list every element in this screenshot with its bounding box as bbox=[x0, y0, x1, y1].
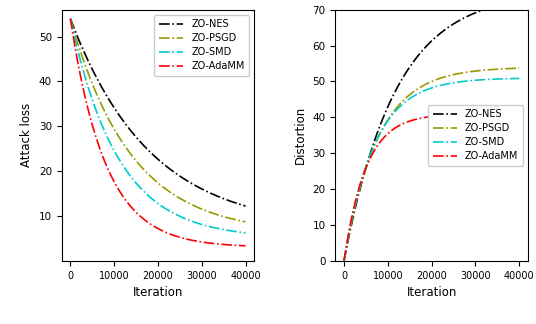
ZO-NES bbox=[67, 17, 73, 21]
ZO-NES bbox=[350, 216, 356, 220]
ZO-PSGD bbox=[148, 175, 154, 179]
ZO-PSGD bbox=[67, 17, 73, 21]
Line: ZO-AdaMM: ZO-AdaMM bbox=[70, 19, 245, 246]
ZO-SMD bbox=[511, 76, 517, 80]
ZO-SMD bbox=[205, 224, 212, 228]
Line: ZO-SMD: ZO-SMD bbox=[344, 78, 519, 261]
ZO-AdaMM bbox=[148, 223, 154, 226]
ZO-AdaMM bbox=[421, 116, 428, 120]
ZO-AdaMM bbox=[205, 241, 212, 245]
Line: ZO-SMD: ZO-SMD bbox=[70, 19, 245, 233]
ZO-PSGD bbox=[152, 179, 159, 183]
ZO-SMD bbox=[76, 54, 83, 58]
ZO-SMD bbox=[237, 230, 244, 234]
Y-axis label: Distortion: Distortion bbox=[294, 106, 307, 164]
ZO-NES bbox=[516, 0, 523, 3]
X-axis label: Iteration: Iteration bbox=[406, 286, 457, 299]
ZO-NES bbox=[511, 0, 517, 4]
ZO-NES bbox=[237, 202, 244, 206]
ZO-SMD bbox=[426, 87, 433, 91]
X-axis label: Iteration: Iteration bbox=[133, 286, 183, 299]
Legend: ZO-NES, ZO-PSGD, ZO-SMD, ZO-AdaMM: ZO-NES, ZO-PSGD, ZO-SMD, ZO-AdaMM bbox=[428, 105, 523, 166]
Line: ZO-AdaMM: ZO-AdaMM bbox=[344, 114, 519, 261]
ZO-NES bbox=[426, 41, 433, 45]
ZO-AdaMM bbox=[76, 68, 83, 72]
ZO-NES bbox=[341, 259, 347, 263]
Line: ZO-PSGD: ZO-PSGD bbox=[344, 68, 519, 261]
ZO-NES bbox=[205, 190, 212, 194]
ZO-PSGD bbox=[205, 210, 212, 214]
ZO-SMD bbox=[148, 196, 154, 200]
ZO-PSGD bbox=[516, 66, 523, 70]
ZO-AdaMM bbox=[67, 17, 73, 21]
ZO-PSGD bbox=[421, 83, 428, 87]
ZO-SMD bbox=[242, 231, 249, 235]
ZO-SMD bbox=[511, 76, 517, 80]
ZO-NES bbox=[148, 151, 154, 155]
ZO-PSGD bbox=[479, 68, 485, 72]
ZO-SMD bbox=[67, 17, 73, 21]
ZO-AdaMM bbox=[426, 115, 433, 119]
ZO-SMD bbox=[341, 259, 347, 263]
ZO-AdaMM bbox=[242, 244, 249, 248]
ZO-AdaMM bbox=[516, 112, 523, 116]
Line: ZO-NES: ZO-NES bbox=[70, 19, 245, 206]
ZO-AdaMM bbox=[237, 244, 244, 248]
ZO-PSGD bbox=[242, 220, 249, 224]
ZO-SMD bbox=[516, 76, 523, 80]
ZO-PSGD bbox=[341, 259, 347, 263]
ZO-NES bbox=[479, 8, 485, 12]
ZO-SMD bbox=[421, 89, 428, 93]
ZO-AdaMM bbox=[511, 112, 517, 116]
Legend: ZO-NES, ZO-PSGD, ZO-SMD, ZO-AdaMM: ZO-NES, ZO-PSGD, ZO-SMD, ZO-AdaMM bbox=[154, 15, 249, 76]
ZO-PSGD bbox=[237, 219, 244, 223]
ZO-AdaMM bbox=[511, 112, 517, 116]
ZO-AdaMM bbox=[350, 210, 356, 214]
Line: ZO-PSGD: ZO-PSGD bbox=[70, 19, 245, 222]
ZO-SMD bbox=[152, 200, 159, 204]
ZO-AdaMM bbox=[152, 225, 159, 229]
ZO-NES bbox=[511, 0, 517, 4]
ZO-SMD bbox=[479, 78, 485, 82]
ZO-NES bbox=[421, 46, 428, 50]
ZO-SMD bbox=[350, 212, 356, 216]
ZO-PSGD bbox=[511, 66, 517, 70]
ZO-NES bbox=[242, 204, 249, 208]
ZO-PSGD bbox=[511, 66, 517, 70]
ZO-NES bbox=[237, 202, 244, 206]
Y-axis label: Attack loss: Attack loss bbox=[20, 103, 33, 168]
ZO-AdaMM bbox=[479, 112, 485, 116]
ZO-PSGD bbox=[237, 219, 244, 223]
ZO-PSGD bbox=[426, 81, 433, 85]
ZO-AdaMM bbox=[341, 259, 347, 263]
ZO-NES bbox=[152, 155, 159, 159]
ZO-SMD bbox=[237, 230, 244, 234]
Line: ZO-NES: ZO-NES bbox=[344, 1, 519, 261]
ZO-PSGD bbox=[350, 214, 356, 218]
ZO-AdaMM bbox=[237, 244, 244, 248]
ZO-PSGD bbox=[76, 46, 83, 50]
ZO-NES bbox=[76, 39, 83, 43]
